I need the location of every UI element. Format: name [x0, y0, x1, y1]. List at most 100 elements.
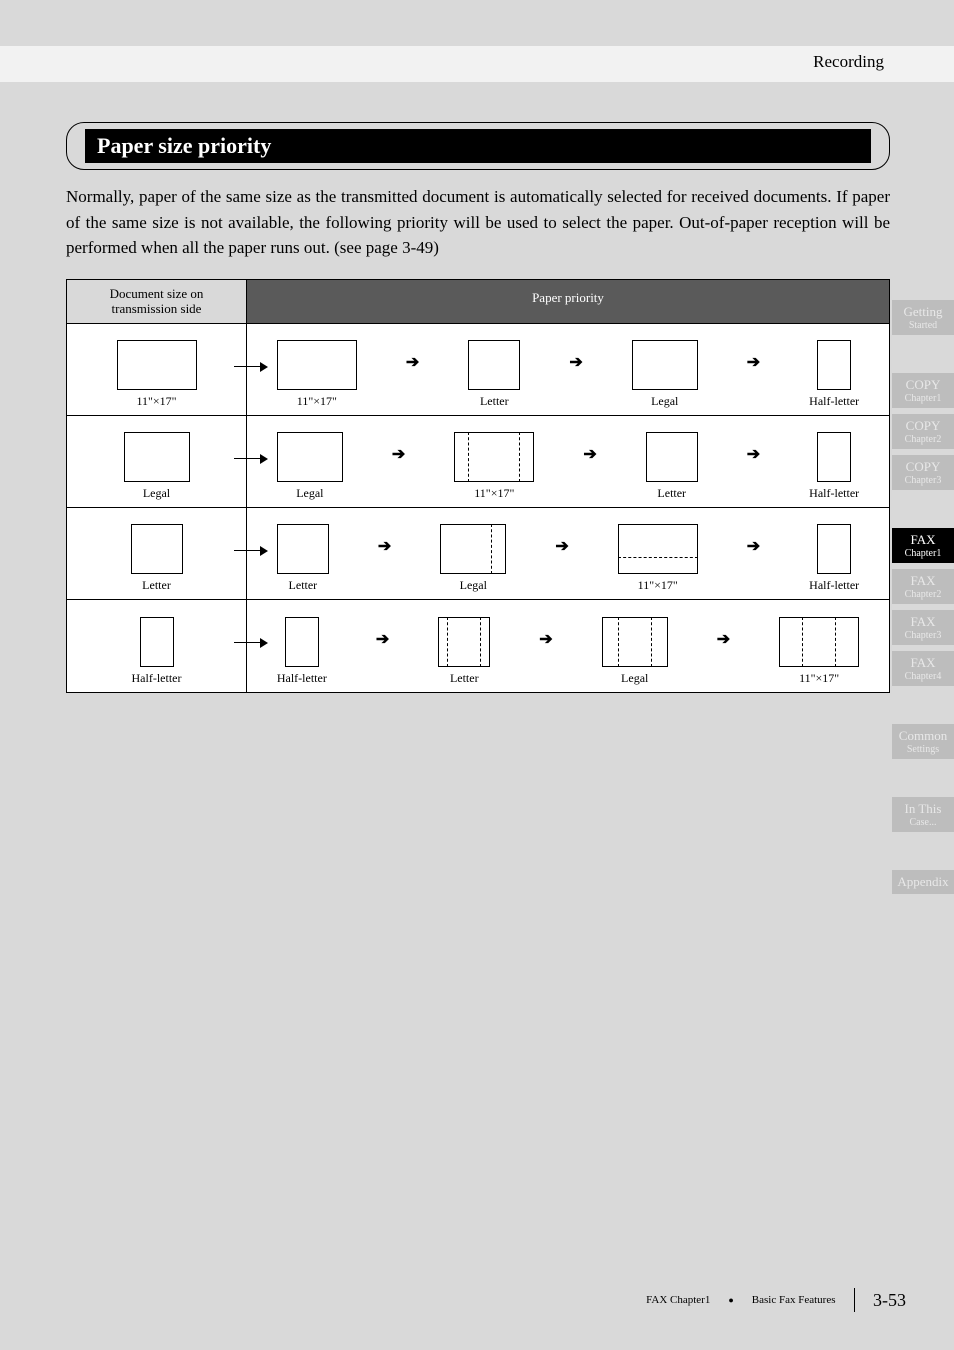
source-column: Half-letter [67, 600, 247, 692]
priority-item: Legal [632, 324, 698, 415]
paper-shape [277, 340, 357, 390]
source-column: Letter [67, 508, 247, 599]
diagram-header: Document size ontransmission side Paper … [67, 280, 889, 324]
paper-label: Legal [621, 671, 648, 686]
tab-title: FAX [894, 614, 952, 630]
tab-title: FAX [894, 532, 952, 548]
priority-item: Half-letter [809, 324, 859, 415]
side-tab[interactable]: FAX Chapter4 [892, 651, 954, 686]
tab-title: Appendix [894, 874, 952, 890]
priority-item: Half-letter [809, 508, 859, 599]
tab-subtitle: Chapter1 [894, 548, 952, 559]
tab-subtitle: Chapter4 [894, 671, 952, 682]
paper-shape [454, 432, 534, 482]
priority-item: Letter [646, 416, 698, 507]
paper-shape [817, 432, 851, 482]
tab-title: COPY [894, 459, 952, 475]
section-title: Paper size priority [85, 129, 871, 163]
footer-chapter: FAX Chapter1 [646, 1294, 710, 1306]
paper-shape [438, 617, 490, 667]
paper-label: Half-letter [809, 486, 859, 501]
paper-shape [277, 432, 343, 482]
paper-label: Half-letter [809, 394, 859, 409]
tab-gap [892, 838, 954, 864]
side-tab[interactable]: COPY Chapter3 [892, 455, 954, 490]
priority-item: Letter [277, 508, 329, 599]
arrow-icon: ➔ [387, 444, 411, 464]
tab-subtitle: Chapter1 [894, 393, 952, 404]
paper-shape [440, 524, 506, 574]
arrow-icon: ➔ [741, 444, 765, 464]
side-tab[interactable]: FAX Chapter2 [892, 569, 954, 604]
overlay-letter-in-11x17-top [618, 524, 698, 558]
paper-shape [817, 340, 851, 390]
side-tab[interactable]: Common Settings [892, 724, 954, 759]
side-tab[interactable]: COPY Chapter1 [892, 373, 954, 408]
arrow-icon: ➔ [741, 352, 765, 372]
priority-item: Half-letter [809, 416, 859, 507]
diagram-row: Legal Legal ➔ 11"×17" ➔ Letter ➔ [67, 416, 889, 508]
paper-label: Letter [480, 394, 509, 409]
tab-subtitle: Started [894, 320, 952, 331]
tab-gap [892, 341, 954, 367]
paper-label: 11"×17" [799, 671, 839, 686]
overlay-letter-in-11x17 [468, 432, 520, 482]
tab-title: Getting [894, 304, 952, 320]
section-title-box: Paper size priority [66, 122, 890, 170]
side-tab[interactable]: In This Case... [892, 797, 954, 832]
arrow-icon: ➔ [373, 536, 397, 556]
paper-shape [602, 617, 668, 667]
footer-dot: ● [728, 1295, 733, 1305]
priority-item: Letter [468, 324, 520, 415]
tab-subtitle: Chapter3 [894, 475, 952, 486]
source-paper-shape [140, 617, 174, 667]
priority-column: 11"×17" ➔ Letter ➔ Legal ➔ Half-letter [247, 324, 889, 415]
source-paper-label: Letter [142, 578, 171, 593]
paper-shape [779, 617, 859, 667]
priority-item: Legal [277, 416, 343, 507]
source-paper-label: Legal [143, 486, 170, 501]
diagram-row: Half-letter Half-letter ➔ Letter ➔ Legal… [67, 600, 889, 692]
overlay-half-in-11x17 [802, 617, 836, 667]
paper-shape [277, 524, 329, 574]
source-paper-shape [131, 524, 183, 574]
paper-shape [646, 432, 698, 482]
source-paper-shape [117, 340, 197, 390]
tab-title: FAX [894, 573, 952, 589]
priority-item: Legal [602, 600, 668, 692]
main-content: Paper size priority Normally, paper of t… [66, 122, 890, 693]
priority-item: 11"×17" [618, 508, 698, 599]
priority-item: 11"×17" [779, 600, 859, 692]
priority-item: 11"×17" [277, 324, 357, 415]
paper-label: 11"×17" [297, 394, 337, 409]
side-tab[interactable]: Appendix [892, 870, 954, 894]
tab-gap [892, 692, 954, 718]
paper-shape [468, 340, 520, 390]
paper-label: Legal [651, 394, 678, 409]
arrow-icon: ➔ [401, 352, 425, 372]
arrow-icon: ➔ [534, 629, 558, 649]
side-tab[interactable]: Getting Started [892, 300, 954, 335]
priority-item: 11"×17" [454, 416, 534, 507]
diagram-row: 11"×17" 11"×17" ➔ Letter ➔ Legal ➔ [67, 324, 889, 416]
side-tab[interactable]: FAX Chapter3 [892, 610, 954, 645]
overlay-letter-in-legal [440, 524, 492, 574]
paper-label: Letter [657, 486, 686, 501]
side-tab[interactable]: FAX Chapter1 [892, 528, 954, 563]
paper-label: Legal [296, 486, 323, 501]
breadcrumb: Recording [813, 52, 884, 72]
footer: FAX Chapter1 ● Basic Fax Features 3-53 [646, 1288, 906, 1312]
paper-label: 11"×17" [638, 578, 678, 593]
arrow-icon: ➔ [741, 536, 765, 556]
paper-shape [632, 340, 698, 390]
tab-title: In This [894, 801, 952, 817]
diagram-header-right: Paper priority [247, 280, 889, 323]
tab-title: COPY [894, 418, 952, 434]
paper-label: Letter [450, 671, 479, 686]
diagram-header-left: Document size ontransmission side [67, 280, 247, 323]
section-body: Normally, paper of the same size as the … [66, 184, 890, 261]
tab-title: COPY [894, 377, 952, 393]
arrow-icon: ➔ [550, 536, 574, 556]
side-tab[interactable]: COPY Chapter2 [892, 414, 954, 449]
source-column: 11"×17" [67, 324, 247, 415]
